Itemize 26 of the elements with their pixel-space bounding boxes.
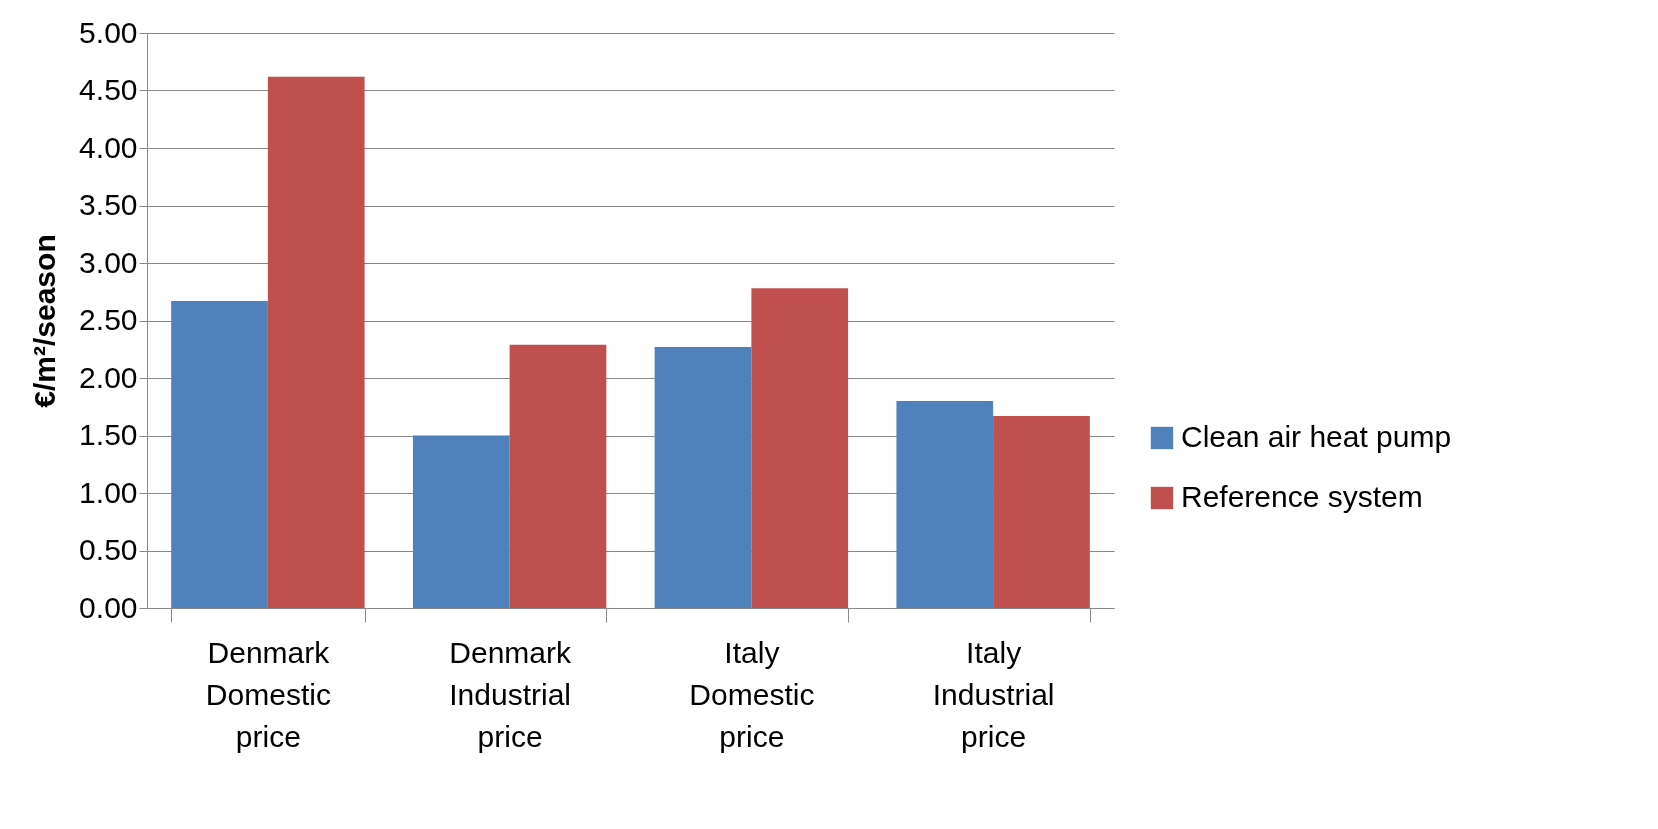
- bar: [171, 300, 268, 608]
- x-tick-label: Denmark Domestic price: [205, 635, 331, 753]
- y-tick-label: 3.00: [79, 245, 138, 279]
- y-tick-label: 2.50: [79, 303, 138, 336]
- y-tick-label: 1.00: [79, 475, 138, 509]
- y-tick-label: 4.50: [79, 73, 138, 106]
- x-tick-label: Italy Domestic price: [689, 635, 815, 753]
- y-tick-label: 5.00: [79, 15, 138, 49]
- x-tick-label: Denmark Industrial price: [449, 635, 572, 753]
- y-tick-label: 0.50: [79, 533, 138, 566]
- legend-label: Clean air heat pump: [1181, 420, 1452, 453]
- bar: [412, 435, 510, 608]
- bar: [654, 346, 752, 608]
- y-tick-label: 1.50: [79, 418, 138, 451]
- bar: [751, 288, 849, 608]
- y-tick-label: 2.00: [79, 360, 138, 394]
- legend-label: Reference system: [1181, 480, 1423, 513]
- y-tick-label: 0.00: [79, 590, 138, 624]
- x-tick-label: Italy Industrial price: [932, 635, 1055, 753]
- y-axis-title: €/m²/season: [28, 234, 62, 408]
- bar: [993, 415, 1090, 608]
- y-tick-label: 3.50: [79, 188, 138, 221]
- y-tick-label: 4.00: [79, 130, 138, 164]
- bar: [896, 401, 994, 608]
- bar: [267, 76, 365, 608]
- bar: [509, 344, 607, 608]
